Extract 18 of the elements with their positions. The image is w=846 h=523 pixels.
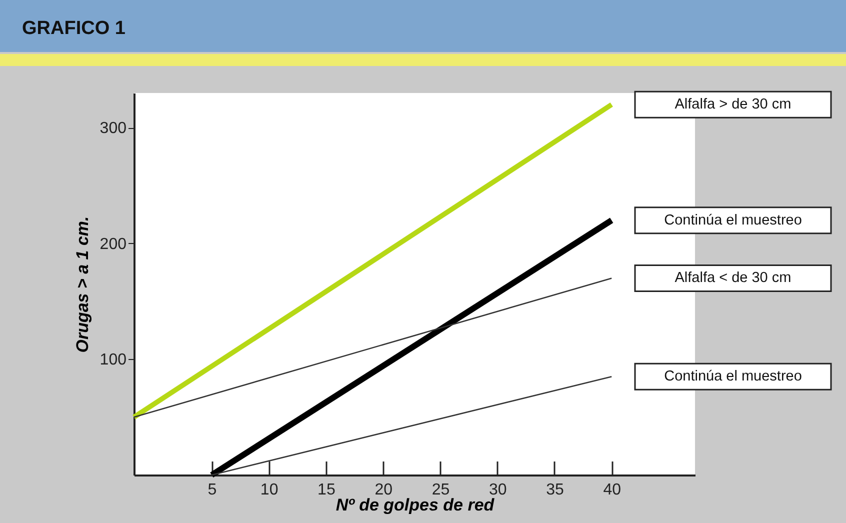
text: Alfalfa < de 30 cm — [674, 270, 792, 286]
y-tick-label: 300 — [100, 120, 127, 138]
text: Alfalfa > de 30 cm — [674, 96, 792, 113]
x-tick-label: 5 — [208, 482, 217, 498]
x-tick-label: 15 — [318, 482, 336, 498]
text: Continúa el muestreo — [664, 368, 802, 385]
x-tick-label: 25 — [432, 482, 450, 498]
y-axis-title: Orugas > a 1 cm. — [72, 216, 92, 353]
x-tick-label: 35 — [546, 482, 564, 498]
x-tick-label: 20 — [374, 482, 393, 498]
y-tick-label: 100 — [100, 352, 127, 369]
x-axis-title: Nº de golpes de red — [336, 496, 495, 514]
x-tick-label: 40 — [603, 482, 622, 498]
y-tick-label: 200 — [100, 236, 127, 253]
text: Continúa el muestreo — [664, 212, 802, 228]
x-tick-label: 30 — [488, 482, 507, 498]
chart-title: GRAFICO 1 — [22, 18, 126, 40]
x-tick-label: 10 — [260, 482, 278, 498]
